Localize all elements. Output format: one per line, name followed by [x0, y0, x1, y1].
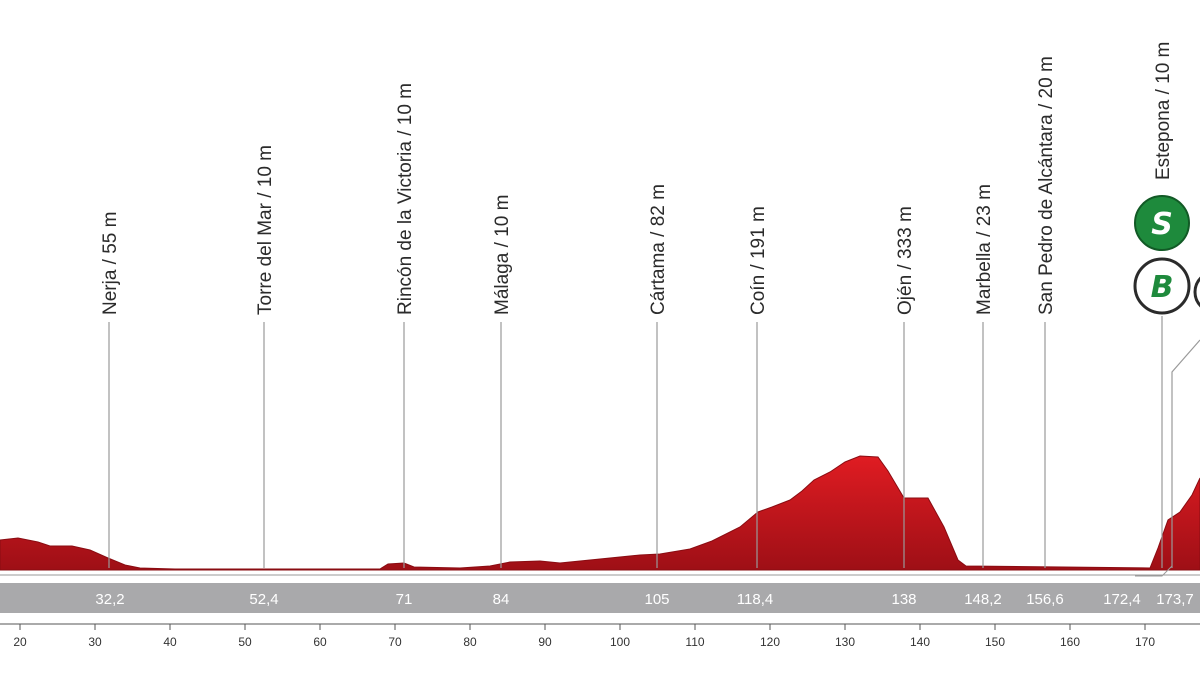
town-label: Cártama / 82 m — [648, 184, 669, 315]
axis-tick-label: 100 — [610, 635, 630, 649]
axis-tick-label: 160 — [1060, 635, 1080, 649]
leader-line — [1171, 339, 1200, 568]
axis-tick-label: 60 — [313, 635, 327, 649]
town-label: Rincón de la Victoria / 10 m — [395, 83, 416, 315]
km-band-value: 173,7 — [1156, 591, 1194, 608]
km-band-value: 138 — [891, 591, 916, 608]
axis-tick-label: 130 — [835, 635, 855, 649]
cutoff-badge-icon — [1193, 276, 1200, 308]
axis-tick-label: 20 — [13, 635, 27, 649]
town-markers: Nerja / 55 m Torre del Mar / 10 m Rincón… — [100, 42, 1200, 577]
km-band-labels: 32,2 52,4 71 84 105 118,4 138 148,2 156,… — [95, 591, 1193, 608]
km-band-value: 148,2 — [964, 591, 1002, 608]
km-band-value: 84 — [493, 591, 510, 608]
km-band-value: 118,4 — [737, 591, 773, 608]
km-band-value: 172,4 — [1103, 591, 1141, 608]
km-band-value: 71 — [396, 591, 413, 608]
km-band-value: 105 — [644, 591, 669, 608]
badge-letter: S — [1151, 207, 1173, 242]
axis-tick-label: 150 — [985, 635, 1005, 649]
km-band-value: 52,4 — [249, 591, 278, 608]
town-label: Estepona / 10 m — [1153, 42, 1174, 180]
town-label: Coín / 191 m — [748, 206, 769, 315]
bonus-badge: B — [1133, 257, 1191, 315]
km-band — [0, 583, 1200, 613]
km-band-value: 156,6 — [1026, 591, 1064, 608]
axis-tick-label: 40 — [163, 635, 177, 649]
town-label: Nerja / 55 m — [100, 212, 121, 315]
axis-tick-label: 50 — [238, 635, 252, 649]
axis-tick-label: 170 — [1135, 635, 1155, 649]
town-label: San Pedro de Alcántara / 20 m — [1036, 56, 1057, 315]
km-axis: 20 30 40 50 60 70 80 90 100 110 120 130 … — [13, 624, 1155, 649]
axis-tick-label: 110 — [685, 635, 704, 649]
town-label: Ojén / 333 m — [895, 206, 916, 315]
sprint-badge: S — [1134, 195, 1190, 251]
axis-tick-label: 70 — [388, 635, 402, 649]
town-label: Torre del Mar / 10 m — [255, 145, 276, 315]
axis-tick-label: 90 — [538, 635, 552, 649]
elevation-profile — [0, 455, 1200, 571]
town-label: Málaga / 10 m — [492, 195, 513, 315]
axis-tick-label: 80 — [463, 635, 477, 649]
axis-tick-label: 140 — [910, 635, 930, 649]
axis-tick-label: 120 — [760, 635, 780, 649]
km-band-value: 32,2 — [95, 591, 124, 608]
badge-letter: B — [1151, 270, 1174, 305]
axis-tick-label: 30 — [88, 635, 102, 649]
leader-line — [1135, 565, 1173, 577]
town-label: Marbella / 23 m — [974, 184, 995, 315]
